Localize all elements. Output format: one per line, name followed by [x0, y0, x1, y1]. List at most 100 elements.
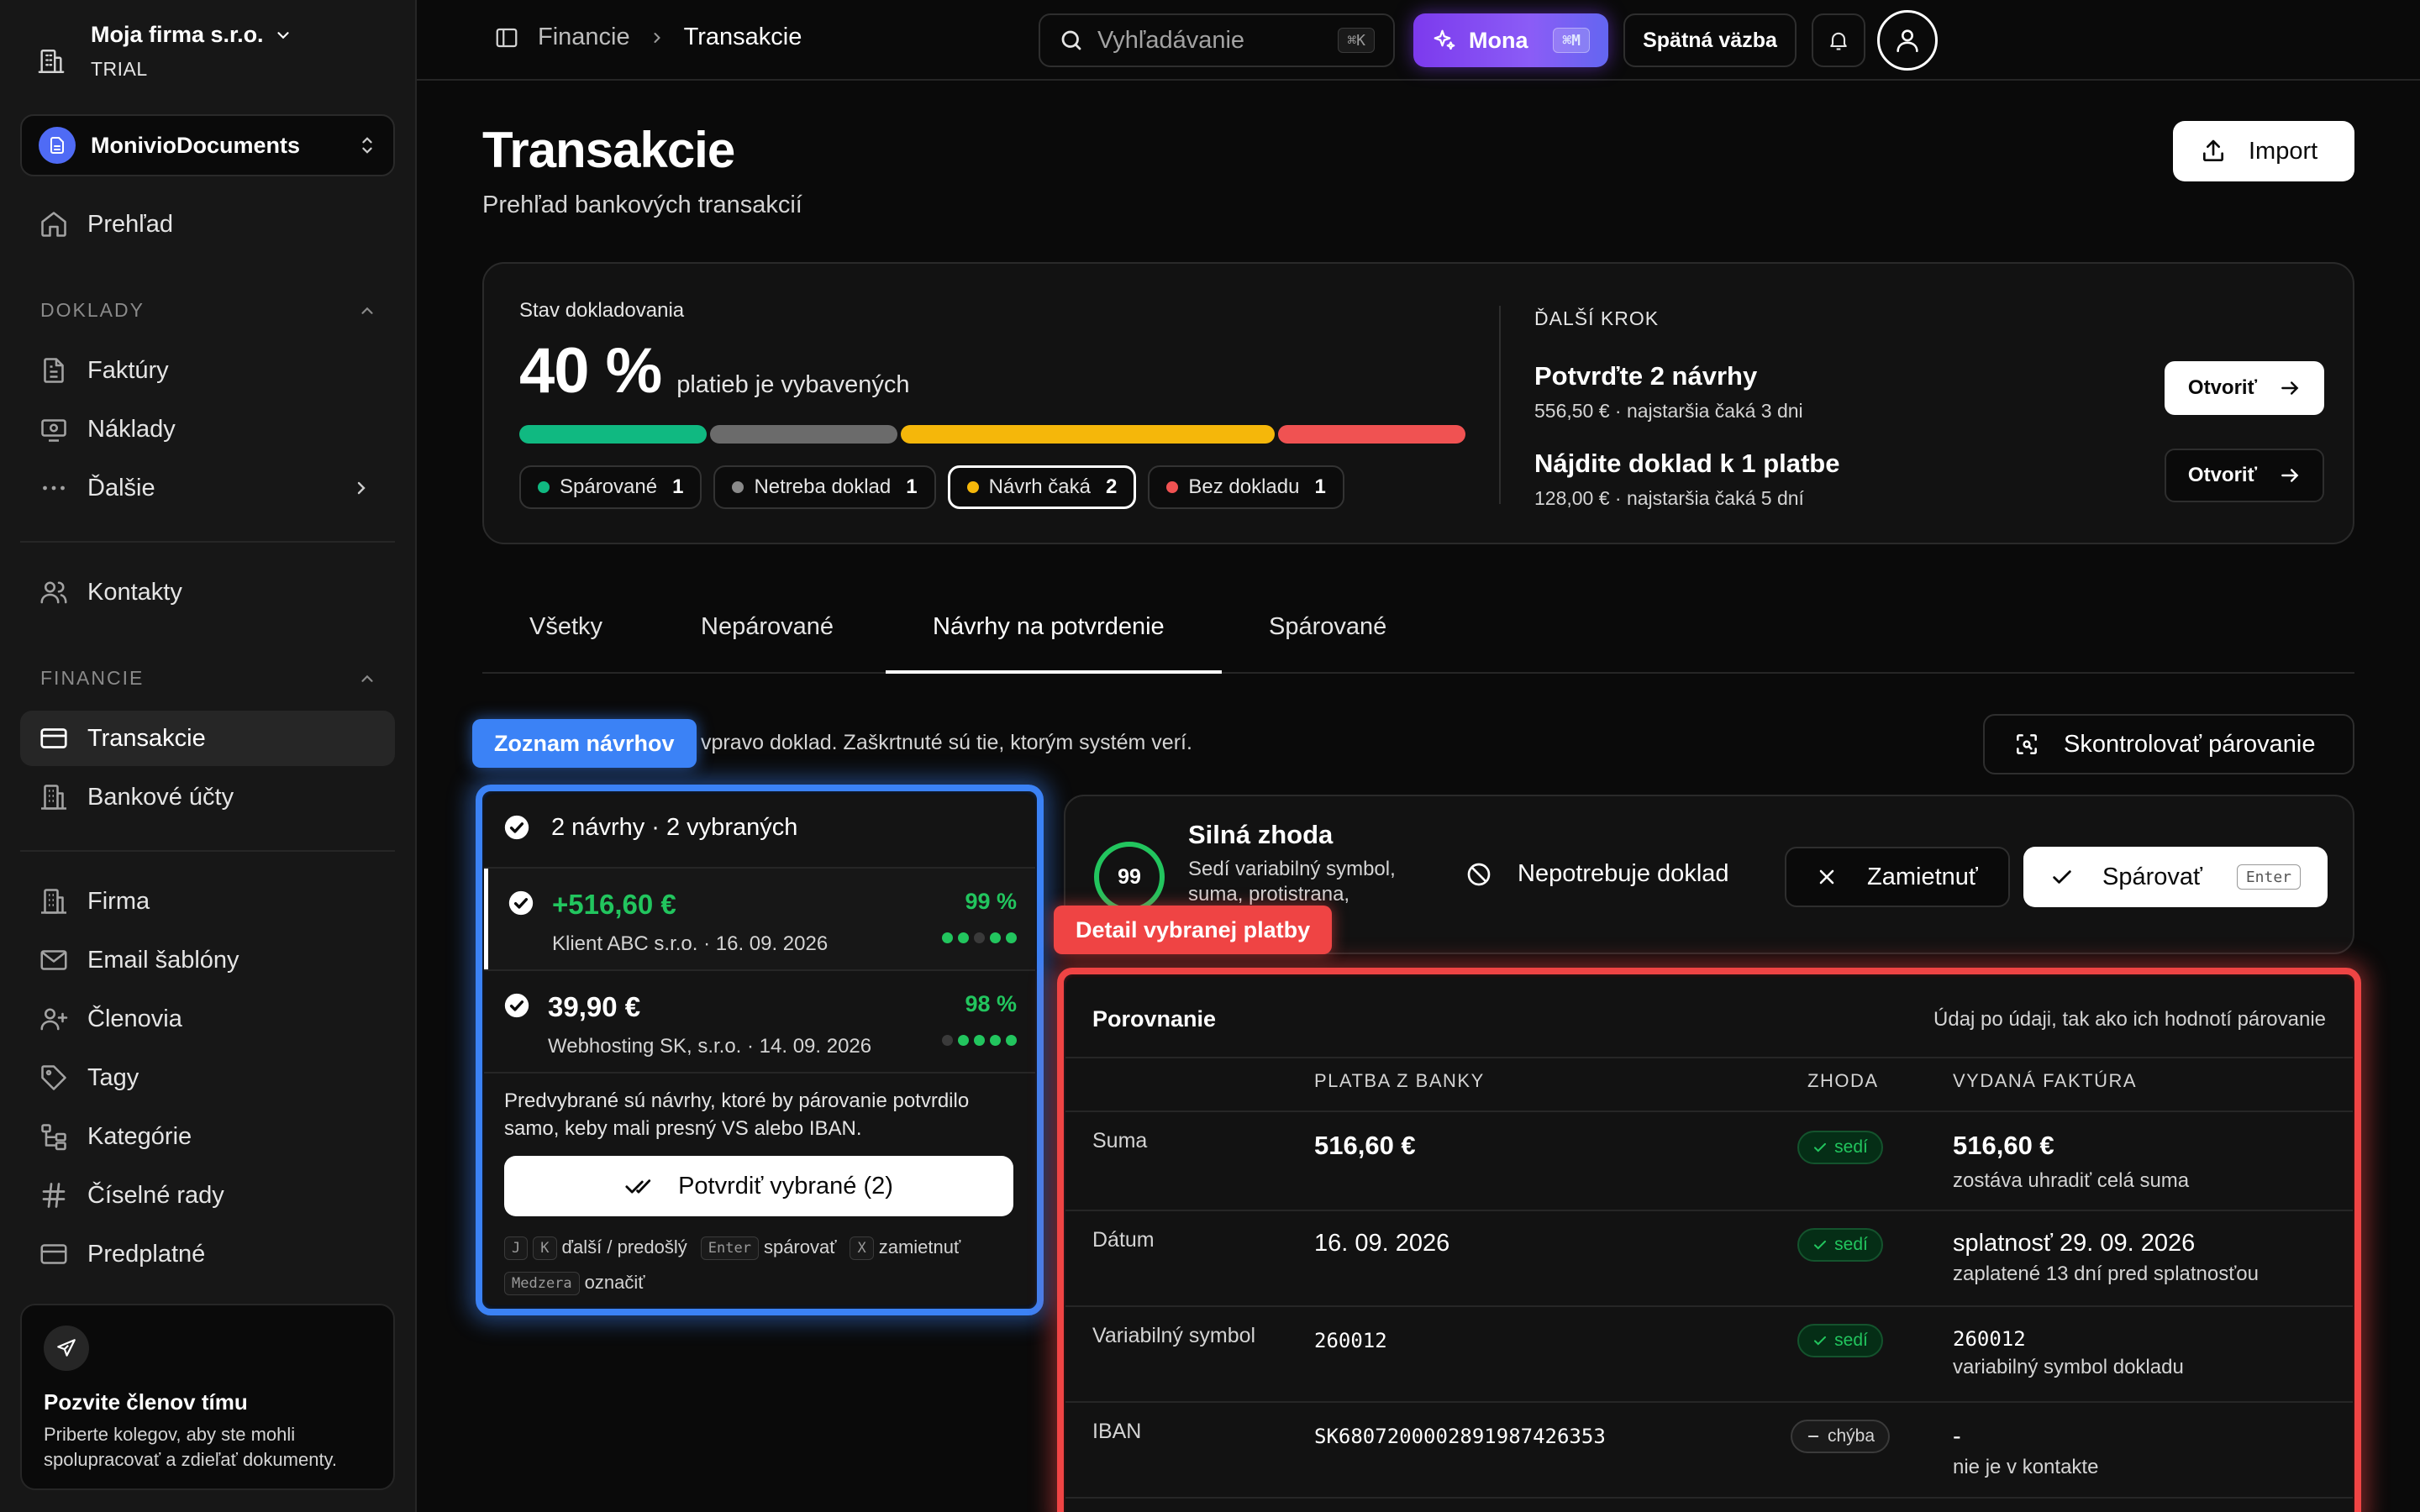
section-finance[interactable]: FINANCIE — [40, 667, 376, 690]
user-plus-icon — [39, 1004, 69, 1034]
confirm-selected-button[interactable]: Potvrdiť vybrané (2) — [504, 1156, 1013, 1216]
tab-paired[interactable]: Spárované — [1269, 613, 1387, 640]
column-header-invoice: VYDANÁ FAKTÚRA — [1953, 1070, 2138, 1091]
sidebar-item-members[interactable]: Členovia — [20, 991, 395, 1047]
sidebar-item-overview[interactable]: Prehľad — [20, 197, 395, 252]
search-shortcut: ⌘K — [1338, 28, 1375, 53]
check-circle-icon[interactable] — [507, 889, 535, 917]
page-title: Transakcie — [482, 122, 735, 178]
chip-count: 2 — [1105, 475, 1118, 498]
sidebar-item-subscription[interactable]: Predplatné — [20, 1226, 395, 1282]
tab-all[interactable]: Všetky — [529, 613, 603, 640]
status-percent-text: platieb je vybavených — [676, 371, 910, 398]
no-document-needed-button[interactable]: Nepotrebuje doklad — [1465, 860, 1729, 888]
suggestion-confidence: 99 % — [965, 889, 1017, 914]
check-circle-icon[interactable] — [502, 991, 531, 1020]
chip-suggestion-pending[interactable]: Návrh čaká 2 — [947, 465, 1137, 509]
search-input[interactable]: Vyhľadávanie ⌘K — [1039, 13, 1395, 67]
divider — [1065, 1110, 2353, 1112]
match-text: sedí — [1834, 1137, 1868, 1157]
progress-segment — [709, 425, 897, 444]
divider — [20, 850, 395, 852]
match-badge: sedí — [1797, 1324, 1883, 1357]
sidebar-item-categories[interactable]: Kategórie — [20, 1109, 395, 1164]
confidence-dot — [974, 932, 985, 943]
invoice-cell: 260012 variabilný symbol dokladu — [1953, 1327, 2184, 1379]
minus-icon — [1806, 1429, 1821, 1444]
sidebar: Moja firma s.r.o. TRIAL MonivioDocuments… — [0, 0, 417, 1512]
notifications-button[interactable] — [1812, 13, 1865, 67]
sidebar-item-contacts[interactable]: Kontakty — [20, 564, 395, 620]
list-item[interactable]: +516,60 € Klient ABC s.r.o. · 16. 09. 20… — [484, 869, 1035, 969]
chip-paired[interactable]: Spárované 1 — [519, 465, 702, 509]
match-description: Sedí variabilný symbol, suma, protistran… — [1188, 858, 1396, 906]
open-label: Otvoriť — [2187, 376, 2258, 399]
company-switcher[interactable]: Moja firma s.r.o. TRIAL — [37, 22, 292, 81]
check-icon — [1812, 1140, 1828, 1155]
status-chips: Spárované 1 Netreba doklad 1 Návrh čaká … — [519, 465, 1344, 509]
invoice-cell: 516,60 € zostáva uhradiť celá suma — [1953, 1131, 2189, 1193]
suggestion-amount: +516,60 € — [552, 889, 676, 920]
reject-button[interactable]: Zamietnuť — [1785, 847, 2010, 907]
hierarchy-icon — [39, 1121, 69, 1152]
list-item[interactable]: 39,90 € Webhosting SK, s.r.o. · 14. 09. … — [484, 971, 1035, 1072]
invoice-value: 516,60 € — [1953, 1131, 2054, 1160]
pair-label: Spárovať — [2102, 863, 2202, 890]
suggestions-highlight-frame — [476, 785, 1044, 1315]
invite-description: Priberte kolegov, aby ste mohli spolupra… — [44, 1424, 338, 1470]
chip-no-document[interactable]: Bez dokladu 1 — [1148, 465, 1344, 509]
open-button[interactable]: Otvoriť — [2165, 449, 2324, 502]
sidebar-item-bank-accounts[interactable]: Bankové účty — [20, 769, 395, 825]
next-step-label: ĎALŠÍ KROK — [1534, 307, 1660, 329]
chip-count: 1 — [1314, 475, 1326, 498]
sidebar-item-invoices[interactable]: Faktúry — [20, 343, 395, 398]
open-button[interactable]: Otvoriť — [2165, 361, 2324, 415]
invite-title: Pozvite členov tímu — [44, 1389, 248, 1415]
overlay-label-detail: Detail vybranej platby — [1054, 906, 1333, 954]
confidence-dot — [942, 932, 953, 943]
check-circle-icon — [502, 813, 531, 842]
invite-card[interactable]: Pozvite členov tímu Priberte kolegov, ab… — [20, 1304, 395, 1490]
divider — [1065, 1305, 2353, 1307]
open-label: Otvoriť — [2187, 464, 2258, 486]
arrow-right-icon — [2279, 377, 2301, 399]
sidebar-item-transactions[interactable]: Transakcie — [20, 711, 395, 766]
invoice-cell: - nie je v kontakte — [1953, 1423, 2098, 1479]
page-subtitle: Prehľad bankových transakcií — [482, 192, 802, 218]
tab-unpaired[interactable]: Nepárované — [701, 613, 834, 640]
user-menu-button[interactable] — [1877, 10, 1938, 71]
chip-label: Spárované — [560, 475, 658, 498]
next-step-sub: 556,50 € · najstaršia čaká 3 dni — [1534, 400, 1803, 422]
sidebar-item-expenses[interactable]: Náklady — [20, 402, 395, 457]
workspace-switcher[interactable]: MonivioDocuments — [20, 114, 395, 176]
select-all-row[interactable]: 2 návrhy · 2 vybraných — [502, 813, 797, 842]
import-button[interactable]: Import — [2173, 121, 2354, 181]
comparison-panel: Porovnanie Údaj po údaji, tak ako ich ho… — [1065, 978, 2353, 1512]
sidebar-item-email-templates[interactable]: Email šablóny — [20, 932, 395, 988]
sidebar-toggle-icon[interactable] — [494, 25, 519, 50]
feedback-button[interactable]: Spätná väzba — [1623, 13, 1797, 67]
pair-button[interactable]: Spárovať Enter — [2023, 847, 2328, 907]
invoice-value: 260012 — [1953, 1327, 2026, 1351]
tab-suggestions[interactable]: Návrhy na potvrdenie — [933, 613, 1165, 640]
divider — [1065, 1401, 2353, 1403]
file-text-icon — [39, 355, 69, 386]
sidebar-item-tags[interactable]: Tagy — [20, 1050, 395, 1105]
sidebar-item-number-series[interactable]: Číselné rady — [20, 1168, 395, 1223]
mona-assistant-button[interactable]: Mona ⌘M — [1413, 13, 1608, 67]
check-pairing-button[interactable]: Skontrolovať párovanie — [1983, 714, 2354, 774]
chip-no-doc-needed[interactable]: Netreba doklad 1 — [713, 465, 936, 509]
sidebar-item-label: Kontakty — [87, 578, 182, 606]
chip-count: 1 — [672, 475, 684, 498]
sidebar-item-label: Bankové účty — [87, 783, 234, 811]
import-label: Import — [2249, 137, 2318, 165]
section-documents[interactable]: DOKLADY — [40, 299, 376, 322]
sidebar-item-company[interactable]: Firma — [20, 874, 395, 929]
breadcrumb-financie[interactable]: Financie — [538, 24, 630, 50]
bank-value: 516,60 € — [1314, 1131, 1416, 1160]
sidebar-item-more[interactable]: Ďalšie — [20, 460, 395, 516]
divider — [484, 867, 1035, 869]
progress-segment — [900, 425, 1276, 444]
status-card: Stav dokladovania 40 % platieb je vybave… — [482, 262, 2354, 544]
